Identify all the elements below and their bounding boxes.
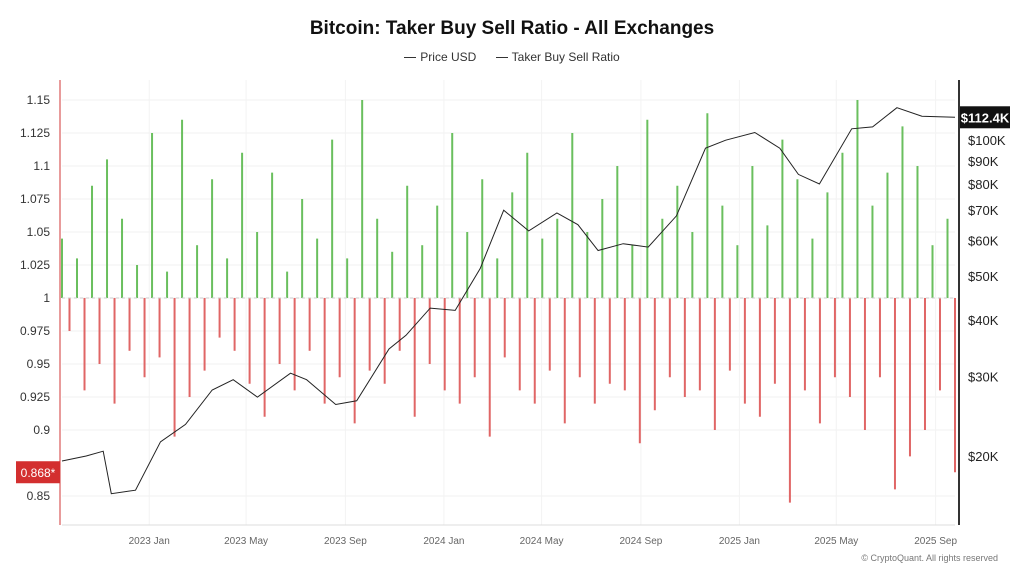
price-line [61, 107, 956, 495]
legend-swatch [495, 57, 508, 59]
y-right-tick: $60K [968, 233, 999, 248]
y-left-tick: 1.075 [20, 192, 50, 206]
current-ratio-label: 0.868* [21, 466, 56, 480]
x-tick: 2025 May [814, 536, 858, 547]
y-right-tick: $100K [968, 133, 1006, 148]
legend-item-ratio[interactable]: Taker Buy Sell Ratio [495, 50, 620, 64]
y-left-tick: 0.9 [33, 423, 50, 437]
x-tick: 2023 Jan [129, 536, 170, 547]
y-right-tick: $30K [968, 369, 999, 384]
y-left-tick: 1.1 [33, 159, 50, 173]
x-tick: 2024 Sep [620, 536, 663, 547]
y-left-tick: 1 [43, 291, 50, 305]
y-right-tick: $70K [968, 203, 999, 218]
current-price-badge [960, 106, 1010, 129]
current-price-label: $112.4K [961, 110, 1010, 125]
legend-swatch [404, 57, 417, 59]
y-right-tick: $40K [968, 313, 999, 328]
y-left-tick: 0.85 [27, 489, 51, 503]
y-left-tick: 1.15 [27, 93, 51, 107]
y-left-tick: 1.05 [27, 225, 51, 239]
x-tick: 2023 Sep [324, 536, 367, 547]
y-right-tick: $90K [968, 154, 999, 169]
legend-label: Taker Buy Sell Ratio [511, 50, 620, 64]
y-left-tick: 1.125 [20, 126, 50, 140]
y-right-tick: $80K [968, 177, 999, 192]
x-tick: 2024 May [520, 536, 564, 547]
y-left-tick: 0.925 [20, 390, 50, 404]
y-left-tick: 1.025 [20, 258, 50, 272]
legend: Price USD Taker Buy Sell Ratio [0, 50, 1024, 64]
x-tick: 2023 May [224, 536, 268, 547]
y-left-tick: 0.975 [20, 324, 50, 338]
x-tick: 2025 Jan [719, 536, 760, 547]
x-tick: 2024 Jan [423, 536, 464, 547]
legend-item-price[interactable]: Price USD [404, 50, 476, 64]
y-right-tick: $50K [968, 269, 999, 284]
legend-label: Price USD [420, 50, 477, 64]
y-left-tick: 0.95 [27, 357, 51, 371]
x-tick: 2025 Sep [914, 536, 957, 547]
chart-title: Bitcoin: Taker Buy Sell Ratio - All Exch… [309, 18, 715, 39]
credit: © CryptoQuant. All rights reserved [861, 553, 998, 563]
y-right-tick: $20K [968, 449, 999, 464]
current-ratio-badge [16, 461, 60, 484]
